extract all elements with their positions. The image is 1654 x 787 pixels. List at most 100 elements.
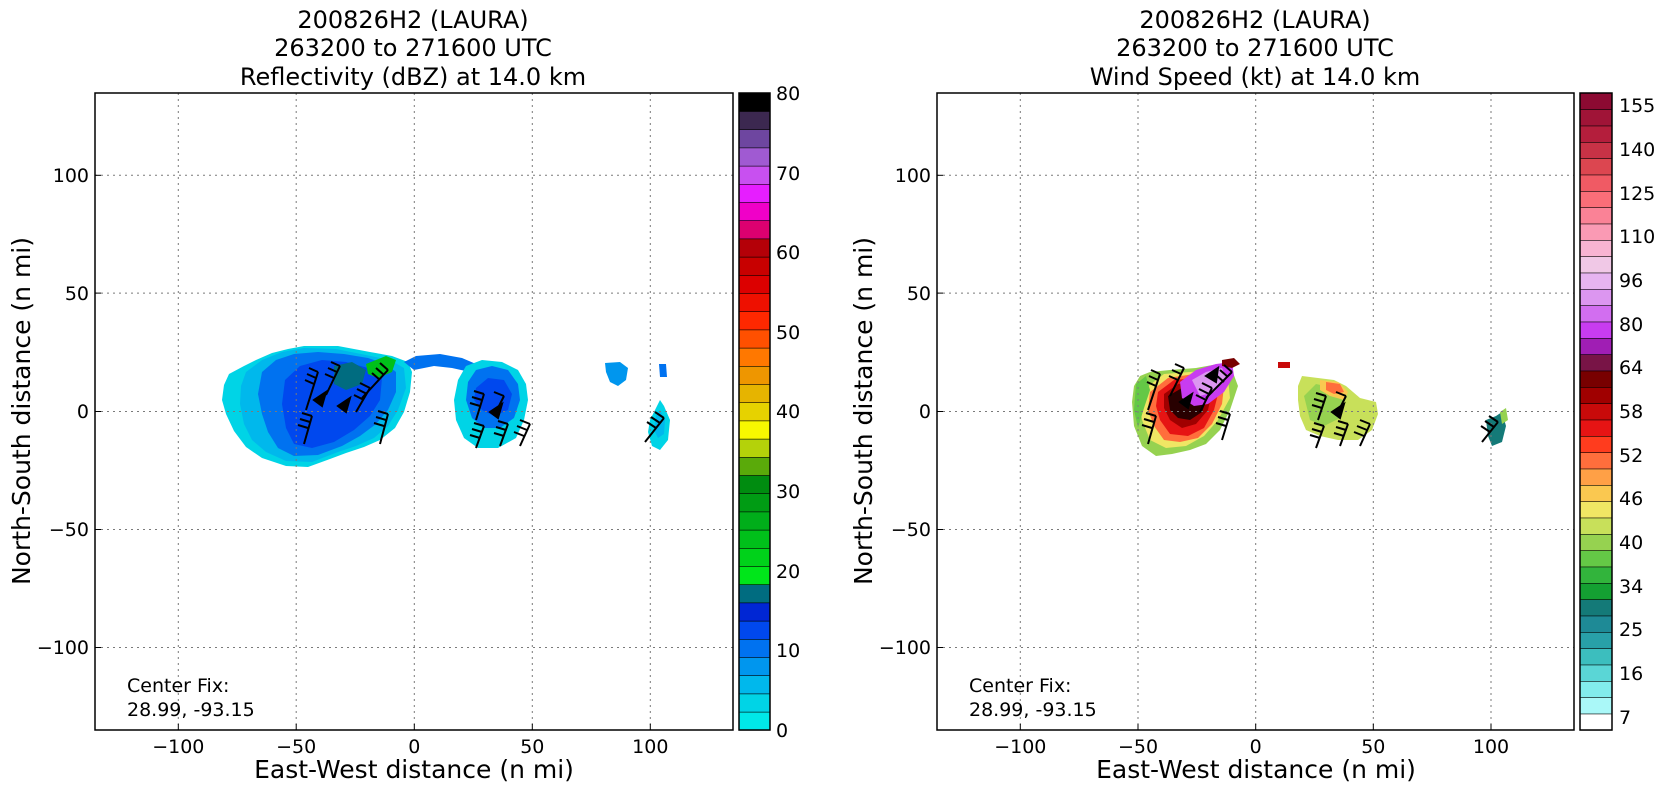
wind-barb xyxy=(1205,364,1233,399)
colorbar-segment xyxy=(738,92,771,112)
reflectivity-panel: 200826H2 (LAURA) 263200 to 271600 UTC Re… xyxy=(7,6,800,784)
x-tick-label: 0 xyxy=(1250,736,1262,758)
colorbar-segment xyxy=(1579,615,1613,633)
x-tick-label: −50 xyxy=(276,736,316,758)
colorbar-segment xyxy=(1579,599,1613,617)
colorbar-segment xyxy=(1579,190,1613,208)
colorbar-segment xyxy=(1579,452,1613,470)
colorbar-segment xyxy=(738,529,771,549)
colorbar-segment xyxy=(738,638,771,658)
colorbar-segment xyxy=(738,584,771,604)
x-tick-label: −100 xyxy=(152,736,204,758)
wind-flag xyxy=(488,401,504,420)
wind-barb xyxy=(1141,412,1157,445)
colorbar-segment xyxy=(738,693,771,713)
wind-barb xyxy=(304,367,319,411)
colorbar-tick-label: 0 xyxy=(776,720,788,742)
wind-small-red xyxy=(1278,362,1290,368)
colorbar-segment xyxy=(738,201,771,221)
x-tick-label: 50 xyxy=(1361,736,1385,758)
colorbar-segment xyxy=(1579,288,1613,306)
colorbar-segment xyxy=(1579,337,1613,355)
colorbar-segment xyxy=(1579,631,1613,649)
colorbar-tick-labels: 0 10 20 30 40 50 60 70 80 xyxy=(776,83,800,742)
wind-barb xyxy=(361,362,389,399)
chart-title-line-1: 200826H2 (LAURA) xyxy=(1139,6,1370,34)
colorbar-segment xyxy=(1579,697,1613,715)
colorbar-segment xyxy=(738,238,771,258)
x-tick-label: −100 xyxy=(994,736,1046,758)
wind-flag xyxy=(336,395,352,414)
colorbar-segment xyxy=(1579,272,1613,290)
colorbar-segment xyxy=(738,511,771,531)
wind-barb xyxy=(1168,363,1185,397)
colorbar-tick-label: 80 xyxy=(776,83,800,105)
y-tick-label: 0 xyxy=(919,401,931,423)
y-axis-label: North-South distance (n mi) xyxy=(7,237,36,585)
colorbar-segment xyxy=(738,565,771,586)
colorbar-segment xyxy=(738,675,771,695)
colorbar-frame xyxy=(1579,92,1613,731)
colorbar-segment xyxy=(1579,664,1613,682)
colorbar-tick-label: 96 xyxy=(1619,270,1643,292)
colorbar-segment xyxy=(738,383,771,404)
colorbar-tick-label: 64 xyxy=(1619,357,1643,379)
colorbar-segment xyxy=(1579,713,1613,731)
colorbar-segment xyxy=(1579,125,1613,143)
x-tick-label: 100 xyxy=(632,736,668,758)
grid xyxy=(937,93,1574,730)
wind-barb xyxy=(353,382,371,413)
colorbar-segment xyxy=(1579,435,1613,453)
colorbar-segment xyxy=(1579,419,1613,437)
wind-barb xyxy=(297,412,313,445)
colorbar-segment xyxy=(1579,223,1613,241)
x-axis-label: East-West distance (n mi) xyxy=(254,755,574,784)
wind-far-east-cell xyxy=(1486,412,1506,446)
center-fix-coords: 28.99, -93.15 xyxy=(969,699,1097,721)
y-tick-label: 50 xyxy=(907,283,931,305)
colorbar-segments xyxy=(738,92,771,731)
y-tick-label: 100 xyxy=(895,165,931,187)
colorbar-segment xyxy=(1579,321,1613,339)
colorbar-tick-label: 140 xyxy=(1619,139,1654,161)
wind-barb xyxy=(469,390,485,421)
colorbar-segment xyxy=(1579,468,1613,486)
colorbar-tick-label: 10 xyxy=(776,640,800,662)
wind-flag xyxy=(1204,365,1220,384)
center-fix-coords: 28.99, -93.15 xyxy=(127,699,255,721)
colorbar-segment xyxy=(738,147,771,167)
wind-barb xyxy=(324,361,341,396)
colorbar-tick-label: 125 xyxy=(1619,183,1654,205)
x-axis: −100 −50 0 50 100 East-West distance (n … xyxy=(994,724,1509,784)
plot-area: Center Fix: 28.99, -93.15 xyxy=(95,93,733,730)
colorbar-segment xyxy=(1579,648,1613,666)
colorbar-tick-label: 7 xyxy=(1619,707,1631,729)
colorbar-tick-label: 58 xyxy=(1619,401,1643,423)
colorbar-segment xyxy=(738,547,771,567)
echo-fields xyxy=(222,346,670,467)
wind-barb xyxy=(1215,410,1231,441)
wind-east-red xyxy=(1326,382,1344,394)
colorbar-segment xyxy=(738,420,771,440)
y-axis-label: North-South distance (n mi) xyxy=(849,237,878,585)
colorbar-segment xyxy=(738,711,771,731)
colorbar-segment xyxy=(1579,403,1613,421)
colorbar-frame xyxy=(738,92,771,731)
echo-ne-dot xyxy=(659,364,667,377)
colorbar-segment xyxy=(738,165,771,185)
colorbar-tick-label: 70 xyxy=(776,163,800,185)
chart-title-line-3: Wind Speed (kt) at 14.0 km xyxy=(1090,63,1421,91)
colorbar-tick-label: 34 xyxy=(1619,576,1643,598)
colorbar-segment xyxy=(738,620,771,640)
echo-east-core xyxy=(474,378,512,416)
y-tick-label: −50 xyxy=(49,519,89,541)
colorbar-segment xyxy=(1579,386,1613,404)
wind-barbs xyxy=(1141,363,1499,449)
wind-barb xyxy=(1146,369,1161,411)
colorbar-segment xyxy=(738,311,771,331)
colorbar-tick-label: 30 xyxy=(776,481,800,503)
wind-flag xyxy=(312,389,328,408)
x-tick-label: 50 xyxy=(520,736,544,758)
wind-barb xyxy=(493,420,509,447)
